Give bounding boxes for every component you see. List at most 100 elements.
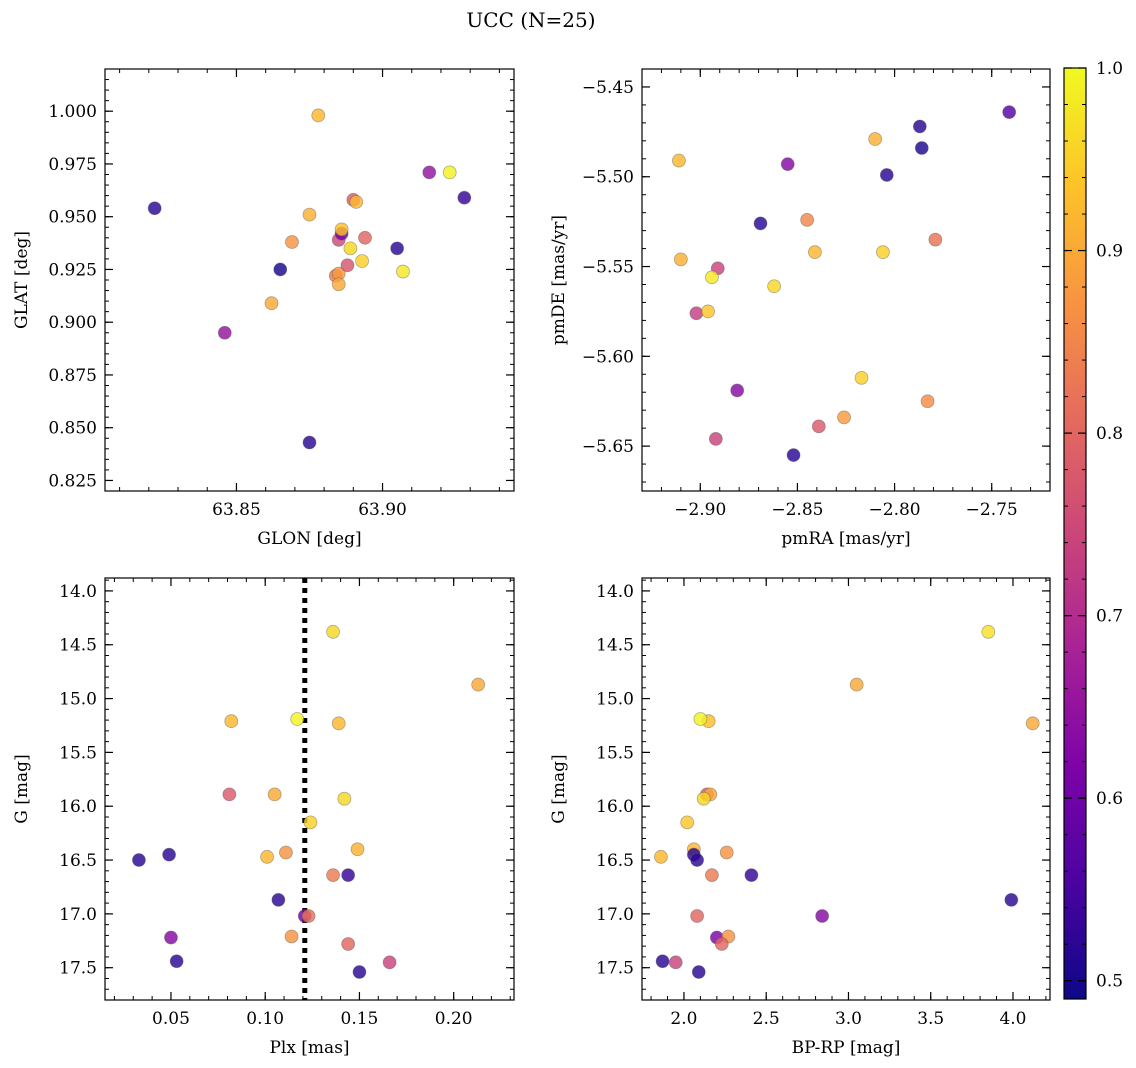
y-tick-label: 17.0 [596,905,634,925]
y-axis-label: GLAT [deg] [12,231,32,329]
y-tick-label: 14.5 [596,636,634,656]
y-tick-label: 16.0 [596,797,634,817]
scatter-point [655,954,670,969]
x-tick-label: −2.85 [771,500,823,520]
y-tick-label: 0.925 [48,260,97,280]
y-axis-label: G [mag] [549,754,569,823]
scatter-point [868,132,883,146]
scatter-point [689,306,704,321]
x-tick-label: −2.80 [869,500,921,520]
x-axis-label: GLON [deg] [257,529,361,549]
scatter-point [690,909,705,923]
colorbar-tick-label: 0.5 [1096,972,1123,992]
colorbar-tick-label: 0.6 [1096,789,1123,809]
y-tick-label: 17.5 [596,959,634,979]
scatter-point [815,909,830,923]
y-tick-label: 16.5 [596,851,634,871]
scatter-point [285,235,299,249]
y-tick-label: 0.850 [48,419,97,439]
scatter-point [396,264,410,279]
y-tick-label: −5.45 [582,78,634,98]
scatter-point [705,270,719,285]
y-tick-label: −5.55 [582,258,634,278]
scatter-point [457,190,472,205]
colorbar-tick-label: 0.7 [1096,607,1123,627]
y-tick-label: 15.0 [596,690,634,710]
scatter-point [714,937,729,951]
scatter-point [693,712,708,726]
scatter-point [705,868,719,883]
y-tick-label: 15.5 [59,743,97,763]
scatter-point [284,929,299,944]
scatter-point [1002,105,1017,119]
scatter-point [912,119,927,134]
scatter-point [767,279,782,294]
y-tick-label: 0.950 [48,208,97,228]
colorbar-tick-label: 1.0 [1096,59,1123,79]
scatter-point [390,241,405,256]
scatter-point [349,195,364,209]
x-axis-label: Plx [mas] [269,1038,349,1058]
scatter-point [303,815,318,830]
scatter-point [273,262,288,277]
scatter-point [879,168,894,182]
panel-3: 0.05 0.10 0.15 0.20 14.0 14.5 15.0 15.5 16.0 16.5… [12,577,515,1058]
scatter-point [808,245,822,260]
y-tick-label: 16.0 [59,797,97,817]
scatter-point [132,853,146,867]
x-axis-label: pmRA [mas/yr] [781,529,910,549]
x-tick-label: 3.5 [917,1009,944,1029]
scatter-point [672,153,686,168]
scatter-point [744,868,759,883]
plot-frame [641,68,1051,492]
y-tick-label: 17.5 [59,959,97,979]
colorbar-tick-label: 0.8 [1096,424,1123,444]
scatter-point [680,815,695,830]
x-tick-label: 0.10 [246,1009,284,1029]
scatter-point [471,677,486,692]
y-tick-label: −5.65 [582,437,634,457]
scatter-point [811,419,826,434]
panel-2: −2.90 −2.85 −2.80 −2.75 −5.65 −5.60 −5.55 −5.50… [549,68,1051,549]
scatter-point [358,230,372,245]
scatter-point [279,845,293,860]
scatter-point [352,965,367,979]
panels-layer: 63.85 63.90 0.825 0.850 0.875 0.900 0.925 0.950… [12,68,1051,1058]
y-tick-label: 15.0 [59,690,97,710]
y-tick-label: 15.5 [596,743,634,763]
scatter-point [331,716,346,731]
y-tick-label: 17.0 [59,905,97,925]
scatter-point [780,157,795,172]
scatter-point [290,712,305,726]
x-tick-label: 0.15 [341,1009,379,1029]
x-tick-label: 2.5 [753,1009,780,1029]
scatter-point [673,252,688,267]
scatter-point [876,245,890,260]
scatter-point [442,165,457,180]
scatter-point [1004,892,1019,907]
x-tick-label: 0.05 [152,1009,190,1029]
scatter-point [343,241,358,256]
scatter-point [355,254,369,268]
scatter-point [301,909,316,923]
scatter-point [331,277,346,292]
scatter-point [164,930,178,945]
scatter-point [382,955,397,970]
x-tick-label: 2.0 [670,1009,697,1029]
y-tick-label: 0.975 [48,155,97,175]
x-tick-label: 63.90 [358,500,407,520]
scatter-point [267,787,282,802]
y-tick-label: −5.60 [582,347,634,367]
scatter-point [302,207,317,222]
plot-frame [104,577,515,1001]
scatter-point [668,955,683,970]
y-tick-label: 0.900 [48,313,97,333]
scatter-point [696,791,711,806]
colorbar: 0.5 0.6 0.7 0.8 0.9 1.0 [1063,59,1123,1000]
scatter-point [691,965,706,979]
scatter-point [341,868,356,883]
scatter-point [1025,716,1040,731]
x-tick-label: 63.85 [212,500,261,520]
x-tick-label: −2.90 [674,500,726,520]
figure-title: UCC (N=25) [466,8,595,32]
